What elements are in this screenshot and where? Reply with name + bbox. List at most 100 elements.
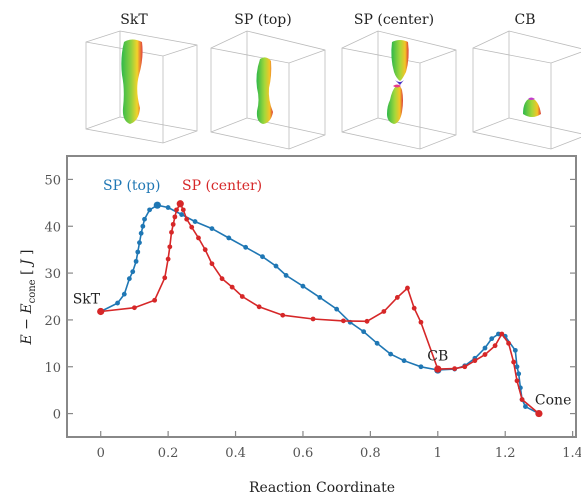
x-tick-label: 1: [434, 446, 442, 461]
data-point: [126, 276, 132, 282]
data-point: [172, 214, 178, 220]
plot-frame: [66, 155, 577, 438]
wireframe-box: [472, 30, 581, 150]
legend-label-sp-top: SP (top): [103, 178, 160, 194]
sp-top-tube-shape: [256, 57, 273, 124]
y-axis-ticks: 0 10 20 30 40 50: [44, 173, 576, 423]
data-point: [130, 269, 136, 275]
data-point: [209, 261, 215, 267]
x-tick-label: 1.4: [562, 446, 581, 461]
y-tick-label: 40: [44, 220, 61, 235]
data-point: [165, 256, 171, 262]
data-point: [334, 306, 340, 312]
shape-panels: SkT SP (top) SP (center): [85, 12, 581, 150]
x-axis-label: Reaction Coordinate: [249, 480, 395, 496]
panel-title: SkT: [120, 12, 148, 28]
x-tick-label: 0.6: [293, 446, 314, 461]
annotation-cb: CB: [427, 348, 448, 364]
bloch-point-icon: [393, 84, 401, 88]
data-point: [514, 378, 520, 384]
data-point: [137, 240, 142, 246]
data-point: [482, 352, 488, 357]
data-point: [167, 244, 173, 250]
wireframe-box: [341, 30, 457, 150]
data-point: [300, 283, 306, 289]
data-point: [133, 258, 139, 264]
y-tick-label: 50: [44, 173, 61, 188]
y-tick-label: 0: [53, 408, 61, 423]
data-point: [462, 364, 468, 370]
bloch-point-icon: [395, 80, 404, 85]
data-point: [132, 305, 137, 311]
data-point: [115, 300, 120, 306]
x-tick-label: 0: [97, 446, 105, 461]
data-point: [219, 276, 225, 282]
y-tick-label: 30: [44, 267, 61, 282]
series-group: [97, 200, 543, 418]
data-point: [189, 224, 195, 230]
data-point: [135, 249, 141, 255]
data-point: [506, 340, 511, 346]
data-point: [388, 351, 394, 357]
panel-title: SP (center): [354, 12, 434, 28]
data-point: [381, 309, 387, 314]
data-point: [434, 365, 442, 373]
data-point: [535, 409, 543, 418]
data-point: [492, 343, 498, 349]
panel-title: CB: [515, 12, 536, 28]
data-point: [496, 331, 501, 337]
data-point: [140, 223, 146, 229]
data-point: [162, 275, 168, 281]
data-point: [364, 318, 370, 324]
data-point: [418, 364, 424, 370]
data-point: [176, 200, 184, 208]
data-point: [174, 207, 179, 213]
data-point: [165, 205, 171, 210]
data-point: [514, 364, 520, 370]
sp-center-lower-shape: [387, 85, 403, 124]
data-point: [361, 329, 367, 335]
data-point: [121, 291, 127, 297]
data-point: [192, 219, 198, 224]
data-point: [226, 235, 232, 241]
annotation-cone: Cone: [535, 393, 571, 409]
data-point: [142, 216, 147, 222]
data-point: [519, 397, 525, 402]
series-line-sp-top: [100, 204, 540, 415]
data-point: [489, 336, 495, 342]
y-tick-label: 10: [44, 361, 61, 376]
data-point: [239, 294, 245, 299]
data-point: [374, 340, 380, 346]
panel-sp-top: SP (top): [210, 12, 326, 150]
data-point: [310, 316, 316, 322]
data-point: [97, 307, 105, 316]
data-point: [256, 304, 262, 310]
x-tick-label: 0.4: [225, 446, 246, 461]
x-tick-label: 0.2: [158, 446, 179, 461]
panel-sp-center: SP (center): [341, 12, 457, 150]
data-point: [169, 229, 174, 235]
series-line-sp-center: [100, 202, 540, 415]
annotations: SkT CB Cone: [73, 291, 572, 408]
data-point: [341, 318, 346, 324]
data-point: [523, 404, 528, 409]
bloch-point-icon: [528, 97, 535, 100]
data-point: [170, 221, 176, 227]
data-point: [401, 358, 407, 364]
data-point: [138, 230, 144, 236]
data-point: [229, 284, 235, 290]
x-tick-label: 0.8: [360, 446, 381, 461]
data-point: [209, 226, 215, 231]
data-point: [202, 247, 208, 253]
legend: SP (top) SP (center): [103, 178, 262, 194]
data-point: [512, 347, 518, 353]
data-point: [411, 305, 417, 311]
panel-title: SP (top): [234, 12, 291, 28]
panel-skt: SkT: [85, 12, 198, 144]
data-point: [452, 366, 458, 372]
data-point: [472, 358, 478, 364]
data-point: [405, 285, 410, 291]
data-point: [511, 359, 517, 365]
data-point: [482, 345, 488, 351]
data-point: [196, 235, 201, 241]
